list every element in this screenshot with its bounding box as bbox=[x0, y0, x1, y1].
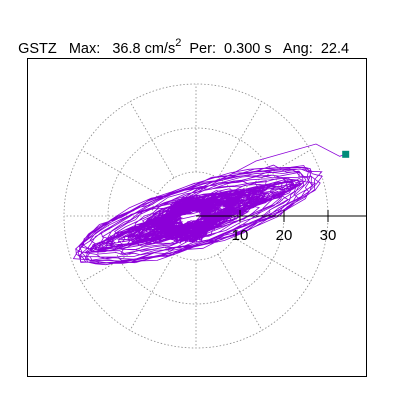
orbit-path bbox=[72, 143, 346, 266]
period-label: Per: bbox=[189, 40, 216, 57]
grid-spoke-3 bbox=[217, 101, 263, 179]
max-point-marker bbox=[342, 150, 350, 158]
period-value: 0.300 s bbox=[224, 40, 272, 57]
tick-label-10: 10 bbox=[232, 227, 249, 244]
max-unit-exponent: 2 bbox=[175, 37, 182, 49]
grid-spoke-6 bbox=[81, 149, 159, 195]
angle-value: 22.4 bbox=[320, 40, 350, 57]
grid-spoke-9 bbox=[129, 253, 175, 331]
grid-spoke-2 bbox=[233, 149, 311, 195]
axis-ticks: 10 20 30 bbox=[232, 210, 337, 244]
tick-label-30: 30 bbox=[320, 227, 337, 244]
orbit-trace bbox=[72, 143, 346, 266]
grid-spoke-5 bbox=[129, 101, 175, 179]
station-name: GSTZ bbox=[18, 40, 57, 57]
angle-label: Ang: bbox=[282, 40, 313, 57]
chart-title: GSTZ Max: 36.8 cm/s2 Per: 0.300 s Ang: 2… bbox=[10, 17, 349, 58]
max-label: Max: bbox=[68, 40, 101, 57]
max-value: 36.8 cm/s bbox=[112, 40, 176, 57]
plot-frame bbox=[27, 58, 367, 377]
grid-spoke-12 bbox=[233, 237, 311, 283]
tick-label-20: 20 bbox=[276, 227, 293, 244]
grid-spoke-11 bbox=[217, 253, 263, 331]
